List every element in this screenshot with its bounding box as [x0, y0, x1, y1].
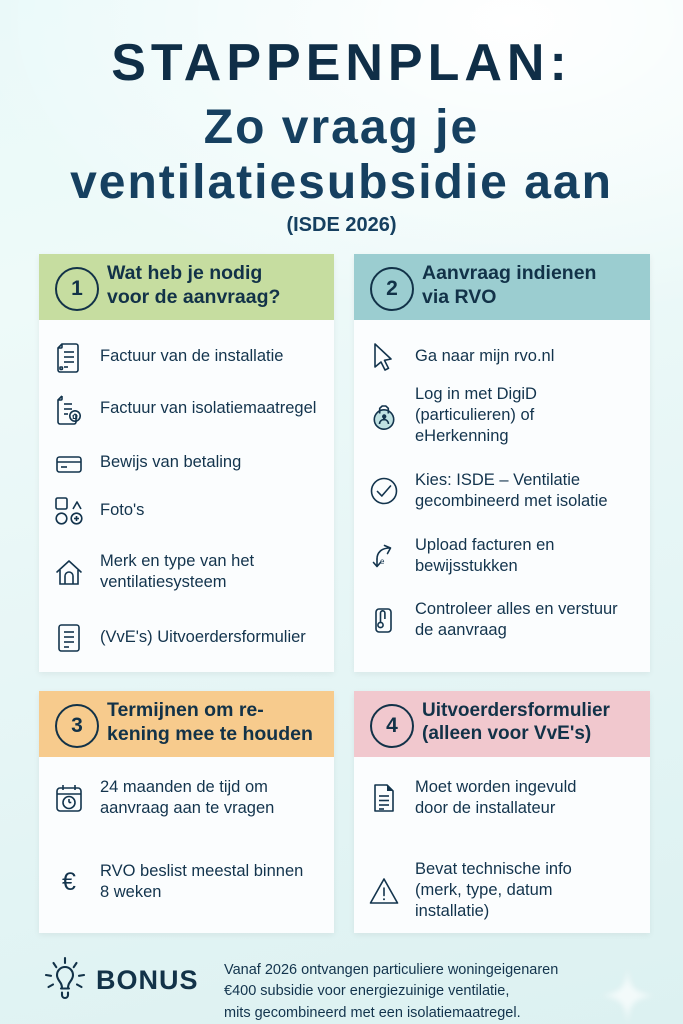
svg-text:e: e — [380, 557, 385, 566]
